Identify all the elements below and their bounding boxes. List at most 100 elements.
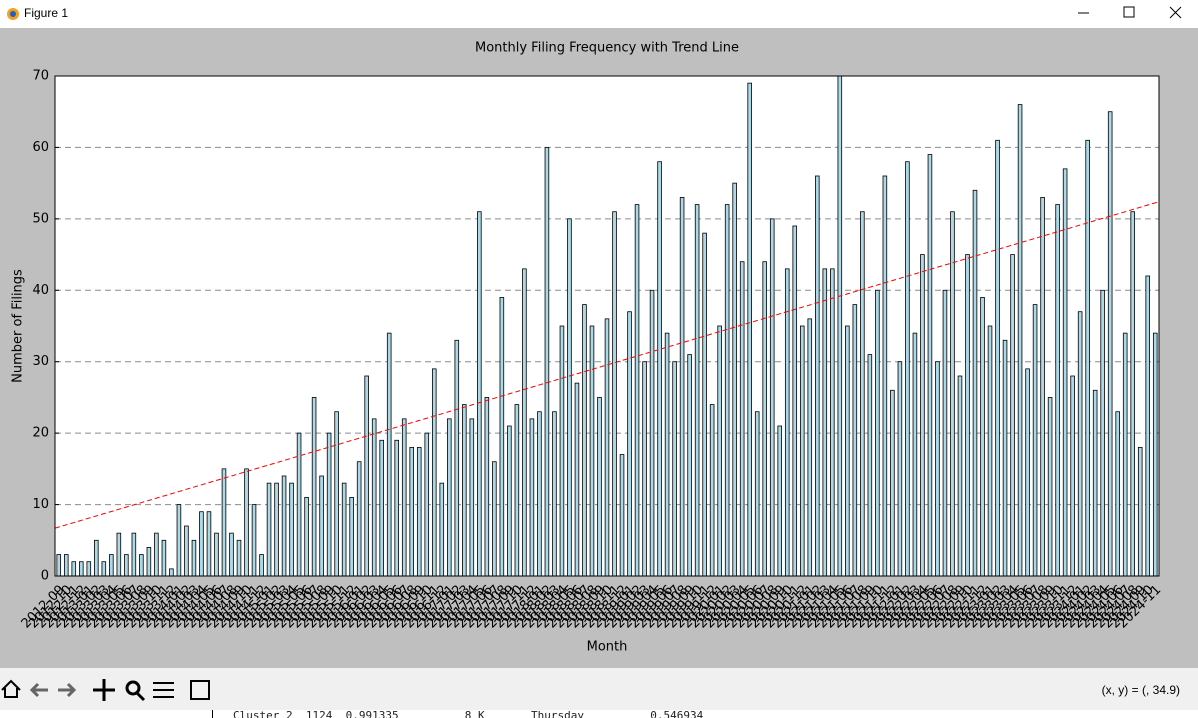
bar xyxy=(356,461,362,577)
bar xyxy=(972,189,978,577)
bar xyxy=(1092,389,1098,577)
home-button[interactable] xyxy=(1,679,21,698)
bar xyxy=(567,218,572,577)
bar xyxy=(860,211,865,577)
bar xyxy=(477,211,482,577)
bar xyxy=(792,225,798,577)
save-button[interactable] xyxy=(190,680,210,700)
bar xyxy=(326,432,332,577)
bar xyxy=(371,418,377,577)
window-controls[interactable] xyxy=(1068,0,1198,28)
bar xyxy=(717,325,722,577)
bar xyxy=(1040,197,1045,577)
bar xyxy=(386,332,392,577)
bar xyxy=(63,554,69,577)
terminal-strip: Cluster 2 1124 0.991335 8 K Thursday 0.5… xyxy=(0,710,1198,718)
close[interactable] xyxy=(1169,6,1182,19)
chart: Monthly Filing Frequency with Trend Line… xyxy=(11,41,1165,655)
bar xyxy=(236,539,242,577)
bar xyxy=(664,332,670,577)
bar xyxy=(304,497,309,577)
bar xyxy=(1010,254,1015,577)
configure-button[interactable] xyxy=(153,682,174,698)
bar xyxy=(687,354,692,577)
bar xyxy=(619,454,625,577)
bar xyxy=(416,447,422,577)
x-axis-label: Month xyxy=(587,640,628,655)
y-tick-label: 70 xyxy=(32,69,49,84)
bar xyxy=(612,211,617,577)
bar xyxy=(950,211,955,577)
forward-button[interactable] xyxy=(58,682,77,698)
toolbar: (x, y) = (, 34.9) xyxy=(0,668,1198,710)
bar xyxy=(116,532,122,577)
bar xyxy=(582,304,587,577)
bar xyxy=(995,139,1000,577)
bar xyxy=(1085,139,1090,577)
bar xyxy=(927,154,933,577)
bar xyxy=(1002,339,1008,577)
bar xyxy=(199,511,204,577)
plot-frame xyxy=(54,75,1160,577)
bar xyxy=(769,218,775,577)
title-bar: Figure 1 xyxy=(0,0,1198,28)
bar xyxy=(724,204,730,577)
bar xyxy=(905,161,910,577)
maximize[interactable] xyxy=(1123,6,1135,18)
bar xyxy=(830,268,835,577)
bar xyxy=(154,532,159,577)
bar xyxy=(882,175,888,577)
bar xyxy=(649,289,655,577)
bar xyxy=(747,82,752,577)
chart-title: Monthly Filing Frequency with Trend Line xyxy=(475,41,739,56)
bar xyxy=(807,318,813,577)
bar xyxy=(289,482,294,577)
bar xyxy=(522,268,527,577)
bar xyxy=(957,375,963,577)
bar xyxy=(101,561,107,577)
back-button[interactable] xyxy=(29,682,48,698)
bar xyxy=(484,397,490,577)
bar xyxy=(1137,447,1143,577)
bar xyxy=(514,404,520,577)
pan-button[interactable] xyxy=(93,679,115,701)
bar xyxy=(1070,375,1075,577)
bar xyxy=(1107,111,1113,577)
bar xyxy=(822,268,828,577)
bar xyxy=(965,254,970,577)
bar xyxy=(319,475,324,577)
bar xyxy=(1032,304,1038,577)
bar xyxy=(251,504,257,577)
bar xyxy=(1017,104,1023,577)
bar xyxy=(109,554,114,577)
bar xyxy=(439,482,445,577)
bar xyxy=(447,418,452,577)
bar xyxy=(176,504,182,577)
zoom-button[interactable] xyxy=(125,680,146,702)
bar xyxy=(1100,289,1105,577)
bar xyxy=(837,75,843,577)
bar xyxy=(229,532,234,577)
bar xyxy=(920,254,925,577)
bar xyxy=(94,539,99,577)
bar xyxy=(634,204,640,577)
bar xyxy=(349,497,354,577)
bar xyxy=(469,418,475,577)
bar xyxy=(852,304,858,577)
bar xyxy=(1055,204,1060,577)
bar xyxy=(589,325,595,577)
bar xyxy=(409,447,415,577)
bar xyxy=(980,297,985,577)
bar xyxy=(672,361,677,577)
bar xyxy=(1122,332,1128,577)
bar xyxy=(642,361,647,577)
bar xyxy=(875,289,880,577)
bar xyxy=(431,368,437,577)
y-tick-label: 60 xyxy=(32,140,49,155)
bar xyxy=(281,475,287,577)
bar xyxy=(845,325,850,577)
bar xyxy=(259,554,264,577)
bar xyxy=(221,468,227,577)
bar xyxy=(462,404,467,577)
